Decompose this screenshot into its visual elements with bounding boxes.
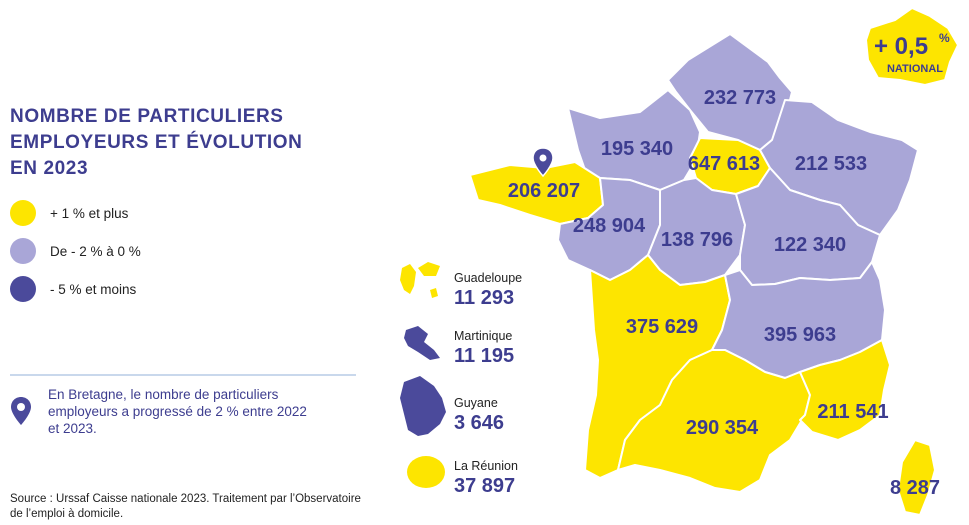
legend: + 1 % et plus De - 2 % à 0 % - 5 % et mo…: [10, 200, 141, 314]
source-line: de l’emploi à domicile.: [10, 508, 124, 520]
national-france-shape: [865, 7, 959, 86]
overseas-name: Guadeloupe: [454, 271, 522, 285]
note-line: En Bretagne, le nombre de particuliers: [48, 387, 279, 402]
value-grand-est: 212 533: [795, 153, 867, 175]
overseas-value: 37 897: [454, 475, 515, 497]
overseas-shapes: [400, 262, 446, 488]
region-paca: [799, 339, 891, 441]
legend-item-decrease: - 5 % et moins: [10, 276, 141, 302]
source-note: Source : Urssaf Caisse nationale 2023. T…: [10, 492, 430, 522]
national-unit: %: [939, 31, 950, 45]
overseas-name: Guyane: [454, 396, 498, 410]
martinique-shape: [404, 326, 440, 360]
value-centre-val-de-loire: 138 796: [661, 229, 733, 251]
value-bourgogne-franche-comte: 122 340: [774, 234, 846, 256]
legend-item-stable: De - 2 % à 0 %: [10, 238, 141, 264]
map-title: NOMBRE DE PARTICULIERS EMPLOYEURS ET ÉVO…: [10, 104, 340, 182]
value-nouvelle-aquitaine: 375 629: [626, 316, 698, 338]
guyane-shape: [400, 376, 446, 436]
note-line: employeurs a progressé de 2 % entre 2022: [48, 404, 307, 419]
value-ile-de-france: 647 613: [688, 153, 760, 175]
value-hauts-de-france: 232 773: [704, 87, 776, 109]
value-auvergne-rhone-alpes: 395 963: [764, 324, 836, 346]
title-line: EMPLOYEURS ET ÉVOLUTION: [10, 132, 303, 153]
value-occitanie: 290 354: [686, 417, 759, 439]
national-value: + 0,5: [874, 33, 928, 60]
national-label: NATIONAL: [887, 63, 943, 75]
legend-swatch-dark-purple: [10, 276, 36, 302]
legend-swatch-light-purple: [10, 238, 36, 264]
divider: [10, 374, 356, 376]
overseas-value: 11 195: [454, 345, 514, 367]
title-line: EN 2023: [10, 158, 89, 179]
region-corse: [897, 439, 936, 516]
overseas-name: Martinique: [454, 329, 512, 343]
value-pays-de-la-loire: 248 904: [573, 215, 646, 237]
map-pin-icon: [532, 147, 554, 178]
title-line: NOMBRE DE PARTICULIERS: [10, 106, 284, 127]
value-normandie: 195 340: [601, 138, 673, 160]
note-text: En Bretagne, le nombre de particuliers e…: [48, 386, 348, 437]
region-occitanie: [617, 349, 811, 493]
source-line: Source : Urssaf Caisse nationale 2023. T…: [10, 493, 361, 505]
map-pin-icon: [11, 397, 31, 425]
note-line: et 2023.: [48, 421, 97, 436]
legend-label: + 1 % et plus: [50, 205, 129, 221]
value-corse: 8 287: [890, 477, 940, 499]
legend-swatch-yellow: [10, 200, 36, 226]
overseas-value: 11 293: [454, 287, 514, 309]
overseas-name: La Réunion: [454, 459, 518, 473]
legend-label: De - 2 % à 0 %: [50, 243, 141, 259]
guadeloupe-shape: [400, 262, 440, 298]
legend-item-increase: + 1 % et plus: [10, 200, 141, 226]
legend-label: - 5 % et moins: [50, 281, 137, 297]
la-reunion-shape: [407, 456, 445, 488]
value-paca: 211 541: [817, 401, 888, 423]
overseas-value: 3 646: [454, 412, 504, 434]
value-bretagne: 206 207: [508, 180, 580, 202]
